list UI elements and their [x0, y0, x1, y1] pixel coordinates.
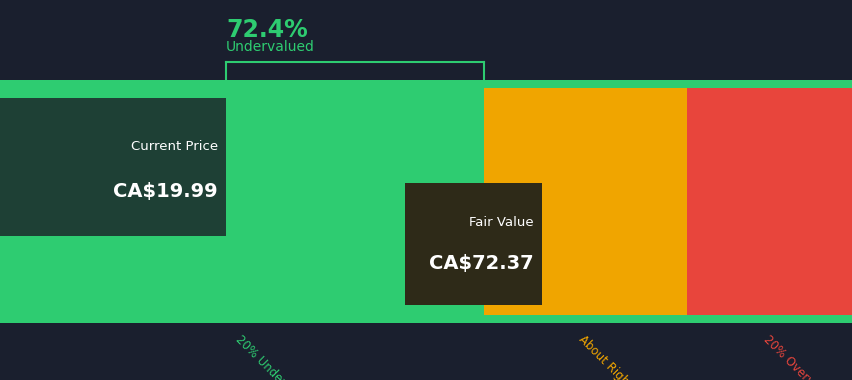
Text: Current Price: Current Price: [130, 139, 218, 153]
Bar: [0, 80, 852, 88]
Text: Fair Value: Fair Value: [469, 216, 533, 229]
Text: CA$72.37: CA$72.37: [429, 254, 533, 273]
Bar: [0, 98, 226, 236]
Text: 20% Overvalued: 20% Overvalued: [760, 333, 838, 380]
Bar: [686, 88, 852, 315]
Bar: [0, 88, 483, 315]
Text: Undervalued: Undervalued: [226, 40, 314, 54]
Text: CA$19.99: CA$19.99: [113, 182, 218, 201]
Bar: [0, 315, 852, 323]
Text: 72.4%: 72.4%: [226, 18, 308, 42]
Bar: [405, 183, 541, 305]
Text: 20% Undervalued: 20% Undervalued: [233, 333, 316, 380]
Bar: [483, 88, 686, 315]
Text: About Right: About Right: [575, 333, 634, 380]
